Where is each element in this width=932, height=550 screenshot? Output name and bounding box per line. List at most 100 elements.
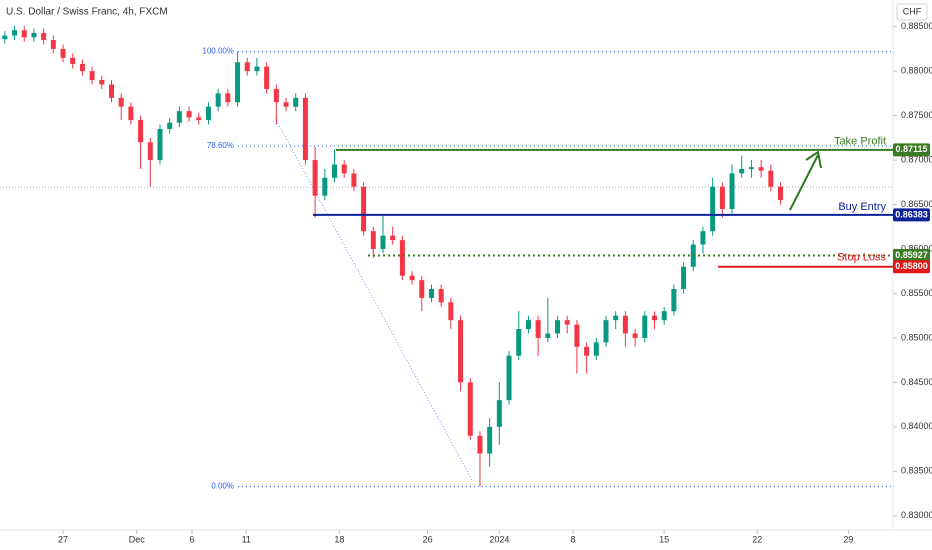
x-tick-label: 15 <box>659 534 669 544</box>
candle-body <box>186 111 192 118</box>
candle-body <box>205 106 211 121</box>
candle-body <box>399 240 405 276</box>
candle-body <box>60 48 66 58</box>
candle-body <box>671 289 677 312</box>
candle-body <box>409 275 415 281</box>
chart-title: U.S. Dollar / Swiss Franc, 4h, FXCM <box>6 7 168 18</box>
candle-body <box>622 315 628 334</box>
candle-body <box>458 320 464 383</box>
currency-label[interactable]: CHF <box>903 6 922 16</box>
candle-body <box>525 320 531 330</box>
price-tag <box>893 248 930 262</box>
price-tag <box>893 143 930 157</box>
candle-body <box>487 426 493 454</box>
candle-body <box>215 93 221 107</box>
x-tick-label: 27 <box>58 534 68 544</box>
candle-body <box>739 168 745 174</box>
trade-level-label: Take Profit <box>834 136 886 148</box>
candle-body <box>419 280 425 298</box>
candle-body <box>109 84 115 98</box>
candle-body <box>748 167 754 169</box>
candle-body <box>128 106 134 121</box>
trade-level-label: Stop Loss <box>837 252 886 264</box>
price-tag-label: 0.87115 <box>895 144 927 154</box>
candle-body <box>390 235 396 241</box>
candle-body <box>118 97 124 107</box>
y-tick-label: 0.88000 <box>901 66 932 76</box>
candle-body <box>157 128 163 161</box>
candle-body <box>574 324 580 347</box>
y-tick-label: 0.85000 <box>901 332 932 342</box>
candle-body <box>651 315 657 321</box>
target-arrow <box>789 150 822 211</box>
candle-body <box>584 346 590 356</box>
fib-label: 78.60% <box>207 141 234 150</box>
candle-body <box>89 71 95 81</box>
fib-label: 100.00% <box>202 47 234 56</box>
candle-body <box>70 57 76 65</box>
candle-body <box>729 173 735 209</box>
candle-body <box>719 186 725 209</box>
y-tick-label: 0.84500 <box>901 377 932 387</box>
price-tag <box>893 260 930 274</box>
x-tick-label: 29 <box>843 534 853 544</box>
candle-body <box>176 111 182 123</box>
candle-body <box>235 62 241 103</box>
candle-body <box>778 186 784 201</box>
candle-body <box>768 170 774 187</box>
y-tick-label: 0.87500 <box>901 110 932 120</box>
candle-body <box>244 62 250 72</box>
candle-body <box>322 177 328 196</box>
x-tick-label: 11 <box>242 534 251 544</box>
candle-body <box>351 173 357 187</box>
candle-body <box>448 302 454 321</box>
candle-body <box>661 311 667 321</box>
candle-body <box>167 122 173 129</box>
y-tick-label: 0.85500 <box>901 288 932 298</box>
candle-body <box>50 40 56 49</box>
candle-body <box>496 400 502 427</box>
fib-label: 0.00% <box>211 482 234 491</box>
candle-body <box>138 120 144 143</box>
candle-body <box>312 160 318 196</box>
candle-body <box>302 97 308 161</box>
price-tag-label: 0.85927 <box>895 250 928 260</box>
x-tick-label: Dec <box>129 534 146 544</box>
candle-body <box>79 64 85 72</box>
candle-body <box>21 30 27 38</box>
x-tick-label: 6 <box>189 534 194 544</box>
candle-body <box>593 342 599 356</box>
candle-body <box>681 266 687 290</box>
candle-body <box>642 315 648 338</box>
candle-body <box>758 167 764 171</box>
candle-body <box>273 88 279 103</box>
x-tick-label: 18 <box>334 534 344 544</box>
candle-body <box>283 102 289 107</box>
candle-body <box>438 289 444 303</box>
candle-body <box>710 186 716 232</box>
candle-body <box>545 333 551 338</box>
candle-body <box>225 93 231 103</box>
candle-body <box>535 320 541 338</box>
candle-body <box>341 164 347 174</box>
y-tick-label: 0.86500 <box>901 199 932 209</box>
candle-body <box>12 30 18 36</box>
currency-box[interactable] <box>896 3 928 21</box>
candle-body <box>516 329 522 356</box>
candle-body <box>196 117 202 121</box>
y-tick-label: 0.87000 <box>901 154 932 164</box>
candle-body <box>264 66 270 89</box>
candle-body <box>370 231 376 249</box>
candle-body <box>99 80 105 85</box>
candle-body <box>564 320 570 325</box>
price-tag <box>893 208 930 222</box>
x-tick-label: 2024 <box>489 534 509 544</box>
x-tick-label: 8 <box>571 534 576 544</box>
trade-level-label: Buy Entry <box>838 201 886 213</box>
y-tick-label: 0.83000 <box>901 510 932 520</box>
candle-body <box>613 315 619 321</box>
candle-body <box>700 231 706 245</box>
candle-body <box>603 320 609 343</box>
